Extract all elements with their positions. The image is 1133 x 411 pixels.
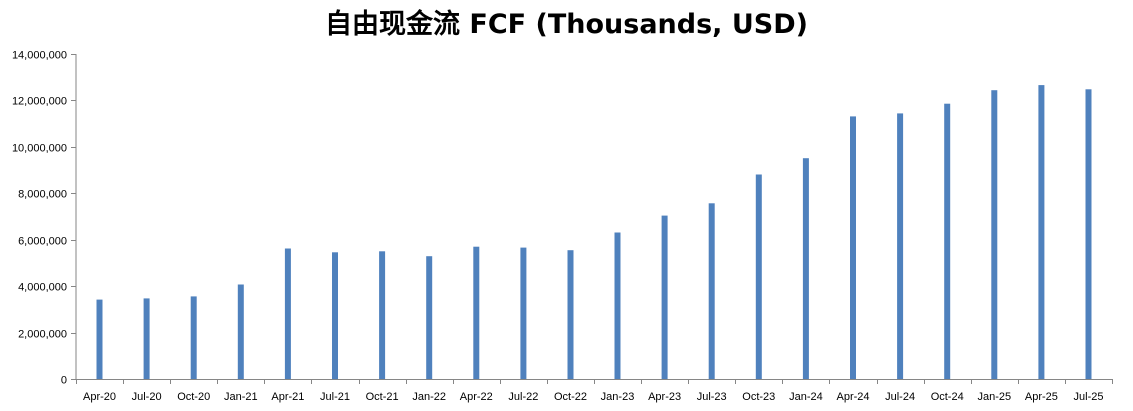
bar-apr-23 <box>661 215 668 379</box>
bar-oct-24 <box>944 103 951 379</box>
x-tick-label: Jul-22 <box>508 391 538 403</box>
x-tick-label: Apr-20 <box>83 391 116 403</box>
bars <box>96 85 1092 380</box>
x-tick-label: Oct-20 <box>177 391 210 403</box>
bar-jul-20 <box>143 298 150 379</box>
x-tick-label: Jul-23 <box>697 391 727 403</box>
bar-jul-23 <box>708 203 715 379</box>
bar-apr-24 <box>850 116 856 380</box>
bar-jan-22 <box>426 256 433 379</box>
x-tick-label: Jul-21 <box>320 391 350 403</box>
bar-jul-25 <box>1085 89 1092 380</box>
x-axis: Apr-20 Jul-20 Oct-20 Jan-21 Apr-21 Jul-21 Oct-… <box>76 379 1113 403</box>
bar-oct-22 <box>567 250 574 379</box>
bar-apr-25 <box>1038 85 1045 379</box>
x-tick-label: Apr-24 <box>836 391 869 403</box>
y-tick-label: 0 <box>61 375 67 387</box>
bar-oct-21 <box>379 251 386 379</box>
bar-jul-24 <box>897 113 904 380</box>
bar-jul-21 <box>332 252 338 380</box>
bar-apr-21 <box>284 248 291 379</box>
x-tick-label: Jul-25 <box>1074 391 1104 403</box>
bar-jan-25 <box>991 90 998 379</box>
x-tick-label: Jul-20 <box>132 391 162 403</box>
x-tick-label: Oct-21 <box>366 391 399 403</box>
x-tick-label: Oct-23 <box>742 391 775 403</box>
y-tick-label: 2,000,000 <box>18 329 67 341</box>
y-tick-label: 4,000,000 <box>18 282 67 294</box>
x-tick-label: Apr-25 <box>1025 391 1058 403</box>
bar-jan-24 <box>802 158 809 379</box>
bar-apr-22 <box>473 246 480 379</box>
bar-oct-23 <box>755 174 762 379</box>
bar-jan-21 <box>237 284 244 379</box>
y-tick-label: 12,000,000 <box>12 96 67 108</box>
bar-jul-22 <box>520 247 527 379</box>
y-tick-label: 10,000,000 <box>12 143 67 155</box>
y-tick-label: 8,000,000 <box>18 189 67 201</box>
bar-apr-20 <box>96 299 103 379</box>
x-tick-label: Jan-25 <box>977 391 1011 403</box>
y-tick-label: 6,000,000 <box>18 236 67 248</box>
x-tick-label: Apr-23 <box>648 391 681 403</box>
y-tick-label: 14,000,000 <box>12 50 67 62</box>
x-tick-label: Apr-21 <box>271 391 304 403</box>
x-tick-label: Jan-21 <box>224 391 258 403</box>
x-tick-label: Jul-24 <box>885 391 915 403</box>
x-tick-label: Jan-22 <box>412 391 446 403</box>
x-tick-label: Apr-22 <box>460 391 493 403</box>
x-tick-label: Oct-22 <box>554 391 587 403</box>
y-axis: 0 2,000,000 4,000,000 6,000,000 8,000,000 10,… <box>12 50 77 387</box>
x-tick-label: Jan-23 <box>601 391 635 403</box>
bar-oct-20 <box>190 296 197 379</box>
chart-title: 自由现金流 FCF (Thousands, USD) <box>325 9 808 40</box>
x-tick-label: Jan-24 <box>789 391 823 403</box>
x-tick-label: Oct-24 <box>931 391 964 403</box>
bar-jan-23 <box>614 232 621 379</box>
